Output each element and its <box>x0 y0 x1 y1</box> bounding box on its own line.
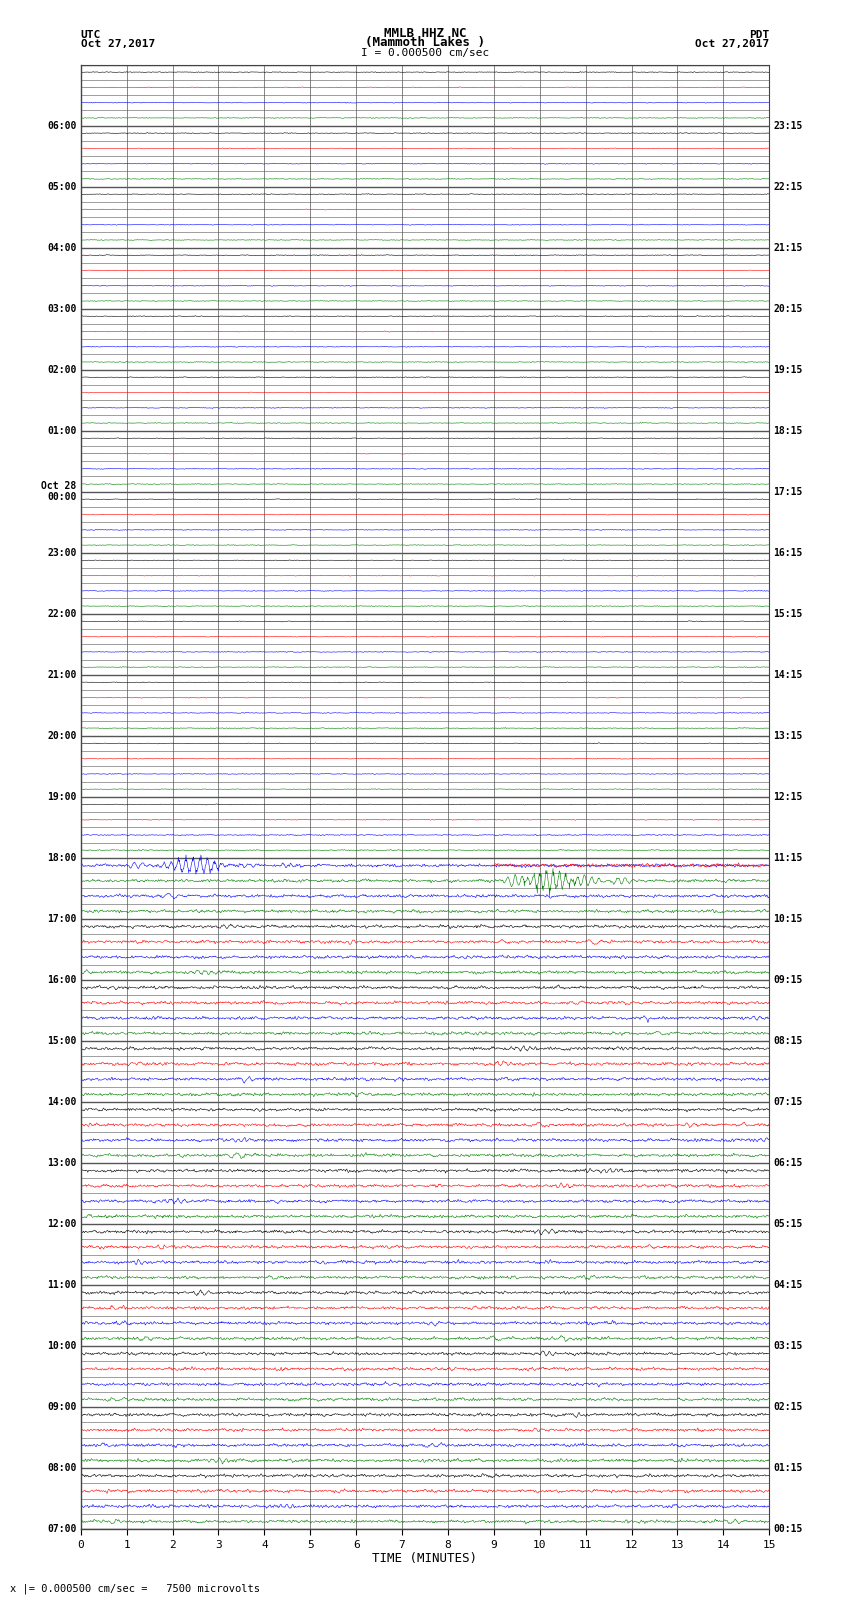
Text: PDT: PDT <box>749 29 769 39</box>
Text: 08:15: 08:15 <box>774 1036 802 1045</box>
Text: 03:00: 03:00 <box>48 303 76 313</box>
Text: 12:15: 12:15 <box>774 792 802 802</box>
Text: 07:00: 07:00 <box>48 1524 76 1534</box>
Text: 11:00: 11:00 <box>48 1281 76 1290</box>
Text: Oct 27,2017: Oct 27,2017 <box>81 39 155 50</box>
Text: 23:00: 23:00 <box>48 548 76 558</box>
Text: 12:00: 12:00 <box>48 1219 76 1229</box>
Text: 22:00: 22:00 <box>48 608 76 619</box>
Text: 04:15: 04:15 <box>774 1281 802 1290</box>
Text: 23:15: 23:15 <box>774 121 802 131</box>
X-axis label: TIME (MINUTES): TIME (MINUTES) <box>372 1552 478 1565</box>
Text: 16:00: 16:00 <box>48 974 76 986</box>
Text: 13:00: 13:00 <box>48 1158 76 1168</box>
Text: 01:15: 01:15 <box>774 1463 802 1473</box>
Text: 03:15: 03:15 <box>774 1340 802 1352</box>
Text: UTC: UTC <box>81 29 101 39</box>
Text: (Mammoth Lakes ): (Mammoth Lakes ) <box>365 35 485 50</box>
Text: 19:00: 19:00 <box>48 792 76 802</box>
Text: 20:00: 20:00 <box>48 731 76 740</box>
Text: 20:15: 20:15 <box>774 303 802 313</box>
Text: 06:00: 06:00 <box>48 121 76 131</box>
Text: 09:00: 09:00 <box>48 1402 76 1411</box>
Text: Oct 27,2017: Oct 27,2017 <box>695 39 769 50</box>
Text: x |= 0.000500 cm/sec =   7500 microvolts: x |= 0.000500 cm/sec = 7500 microvolts <box>10 1582 260 1594</box>
Text: 17:00: 17:00 <box>48 915 76 924</box>
Text: 08:00: 08:00 <box>48 1463 76 1473</box>
Text: 22:15: 22:15 <box>774 182 802 192</box>
Text: MMLB HHZ NC: MMLB HHZ NC <box>383 26 467 39</box>
Text: 16:15: 16:15 <box>774 548 802 558</box>
Text: 11:15: 11:15 <box>774 853 802 863</box>
Text: 07:15: 07:15 <box>774 1097 802 1107</box>
Text: 05:00: 05:00 <box>48 182 76 192</box>
Text: 02:15: 02:15 <box>774 1402 802 1411</box>
Text: 13:15: 13:15 <box>774 731 802 740</box>
Text: 00:15: 00:15 <box>774 1524 802 1534</box>
Text: Oct 28
00:00: Oct 28 00:00 <box>42 481 76 503</box>
Text: 10:15: 10:15 <box>774 915 802 924</box>
Text: 14:15: 14:15 <box>774 669 802 679</box>
Text: 06:15: 06:15 <box>774 1158 802 1168</box>
Text: 19:15: 19:15 <box>774 365 802 374</box>
Text: 14:00: 14:00 <box>48 1097 76 1107</box>
Text: I = 0.000500 cm/sec: I = 0.000500 cm/sec <box>361 48 489 58</box>
Text: 18:15: 18:15 <box>774 426 802 436</box>
Text: 18:00: 18:00 <box>48 853 76 863</box>
Text: 01:00: 01:00 <box>48 426 76 436</box>
Text: 05:15: 05:15 <box>774 1219 802 1229</box>
Text: 21:00: 21:00 <box>48 669 76 679</box>
Text: 15:15: 15:15 <box>774 608 802 619</box>
Text: 09:15: 09:15 <box>774 974 802 986</box>
Text: 15:00: 15:00 <box>48 1036 76 1045</box>
Text: 10:00: 10:00 <box>48 1340 76 1352</box>
Text: 02:00: 02:00 <box>48 365 76 374</box>
Text: 21:15: 21:15 <box>774 242 802 253</box>
Text: 04:00: 04:00 <box>48 242 76 253</box>
Text: 17:15: 17:15 <box>774 487 802 497</box>
